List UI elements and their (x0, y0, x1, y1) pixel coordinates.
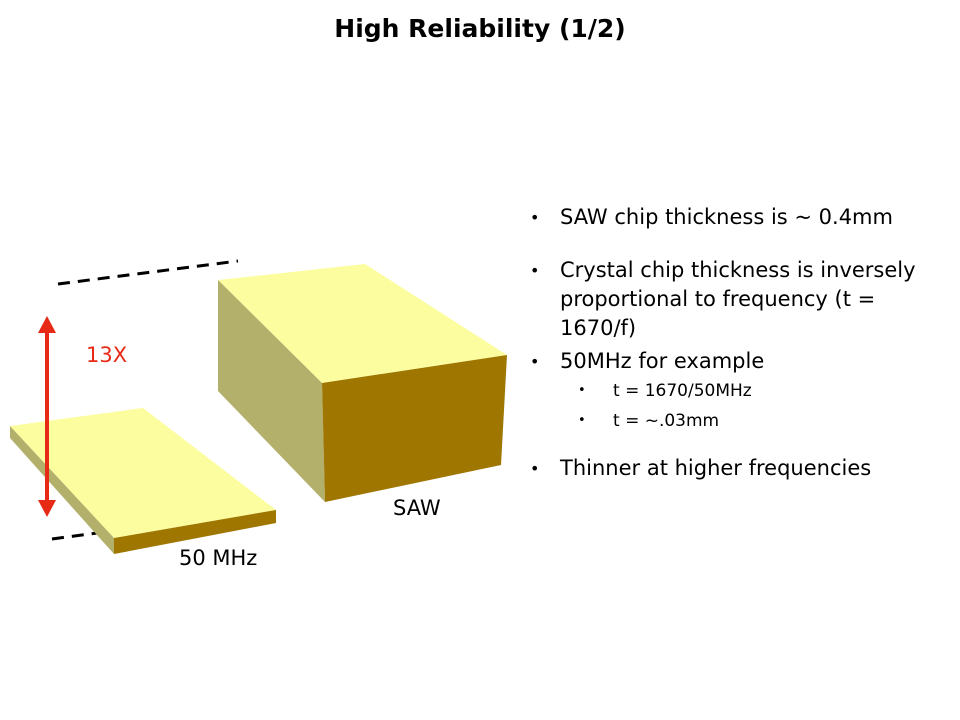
thin-chip-side-face (10, 426, 114, 554)
thin-chip-top-face (10, 408, 276, 538)
thin-chip-label: 50 MHz (179, 546, 258, 570)
bullet-item: SAW chip thickness is ~ 0.4mm (528, 203, 953, 232)
saw-chip-front-face (322, 355, 507, 502)
top-reference-dashed-line (57, 259, 239, 286)
thickness-ratio-label: 13X (86, 343, 128, 367)
thickness-ratio-arrow (38, 316, 56, 517)
bullet-list: SAW chip thickness is ~ 0.4mm Crystal ch… (528, 203, 953, 483)
bullet-item: 50MHz for example (528, 347, 953, 376)
saw-chip-side-face (218, 280, 325, 502)
thin-crystal-chip (10, 408, 276, 554)
saw-chip (218, 264, 507, 502)
sub-bullet-item: t = 1670/50MHz (528, 376, 953, 406)
saw-chip-label: SAW (393, 496, 441, 520)
slide-title: High Reliability (1/2) (334, 14, 626, 43)
saw-chip-top-face (218, 264, 507, 383)
bullet-item: Thinner at higher frequencies (528, 454, 953, 483)
thin-chip-front-face (114, 510, 276, 554)
bullet-item: Crystal chip thickness is inversely prop… (528, 256, 953, 343)
sub-bullet-item: t = ~.03mm (528, 406, 953, 436)
